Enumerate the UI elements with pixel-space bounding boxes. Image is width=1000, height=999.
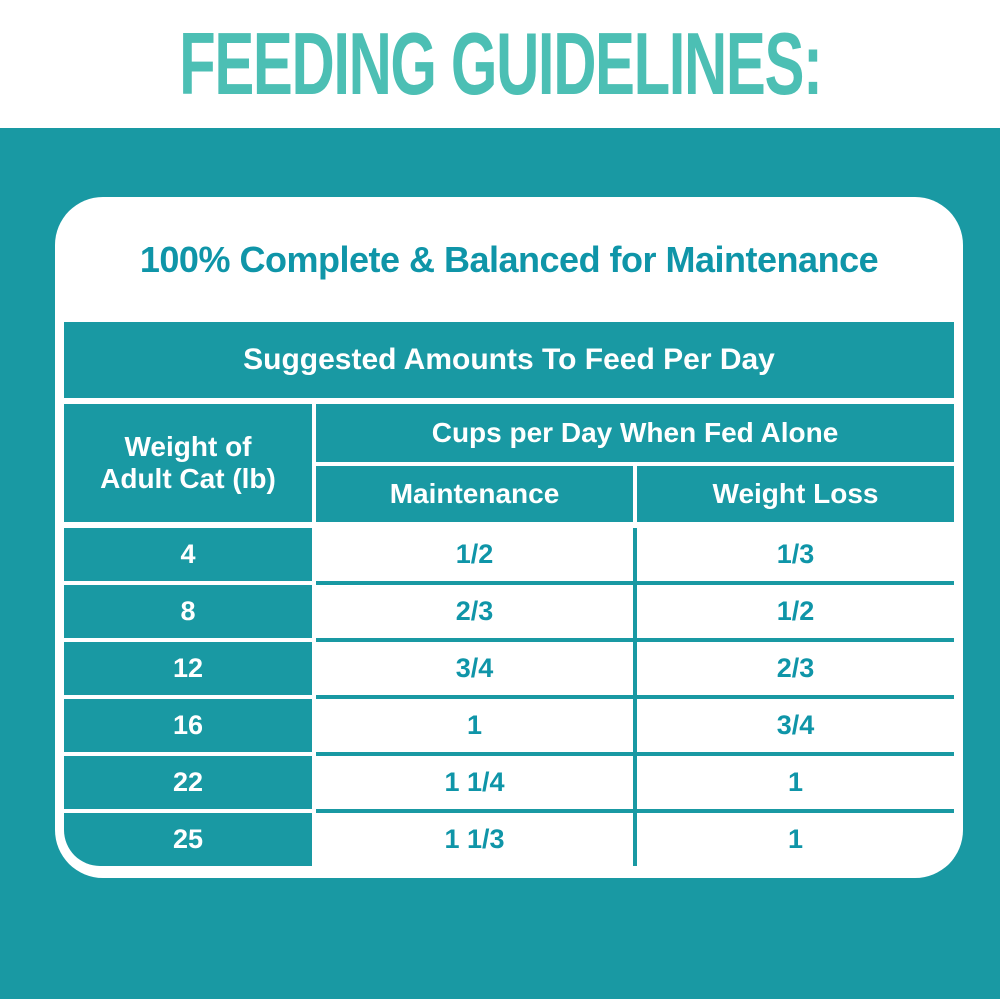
weight-cell: 12: [64, 642, 312, 695]
table-title-row: Suggested Amounts To Feed Per Day: [64, 322, 954, 398]
table-row: 22 1 1/4 1: [64, 756, 954, 809]
row-gap: [316, 462, 954, 466]
column-gap: [312, 756, 316, 809]
weight-cell: 4: [64, 528, 312, 581]
weight-cell: 25: [64, 813, 312, 866]
separator-right: [316, 809, 954, 813]
maintenance-column-header: Maintenance: [316, 466, 633, 522]
row-separator: [64, 695, 954, 699]
weight-loss-column-header: Weight Loss: [637, 466, 954, 522]
column-divider: [633, 585, 637, 638]
weight-loss-cell: 1: [637, 813, 954, 866]
maintenance-cell: 1 1/3: [316, 813, 633, 866]
separator-left: [64, 752, 316, 756]
weight-loss-cell: 1: [637, 756, 954, 809]
maintenance-cell: 1: [316, 699, 633, 752]
row-separator: [64, 752, 954, 756]
column-gap: [312, 699, 316, 752]
weight-loss-cell: 2/3: [637, 642, 954, 695]
maintenance-cell: 1 1/4: [316, 756, 633, 809]
weight-loss-cell: 1/2: [637, 585, 954, 638]
weight-cell: 8: [64, 585, 312, 638]
weight-loss-cell: 1/3: [637, 528, 954, 581]
table-row: 16 1 3/4: [64, 699, 954, 752]
column-gap: [312, 528, 316, 581]
separator-right: [316, 638, 954, 642]
header-band: FEEDING GUIDELINES:: [0, 0, 1000, 128]
weight-column-header: Weight of Adult Cat (lb): [64, 404, 312, 522]
card-subtitle: 100% Complete & Balanced for Maintenance: [139, 238, 879, 280]
separator-right: [316, 581, 954, 585]
separator-right: [316, 752, 954, 756]
separator-left: [64, 638, 316, 642]
column-divider: [633, 756, 637, 809]
separator-left: [64, 695, 316, 699]
column-gap: [312, 585, 316, 638]
table-row: 4 1/2 1/3: [64, 528, 954, 581]
table-row: 12 3/4 2/3: [64, 642, 954, 695]
feeding-table: Suggested Amounts To Feed Per Day Weight…: [64, 322, 954, 866]
weight-cell: 16: [64, 699, 312, 752]
separator-left: [64, 809, 316, 813]
table-row: 25 1 1/3 1: [64, 813, 954, 866]
cups-header-group: Cups per Day When Fed Alone Maintenance …: [316, 404, 954, 522]
column-divider: [633, 699, 637, 752]
table-header-block: Weight of Adult Cat (lb) Cups per Day Wh…: [64, 404, 954, 522]
page-title: FEEDING GUIDELINES:: [178, 14, 823, 113]
row-separator: [64, 809, 954, 813]
weight-cell: 22: [64, 756, 312, 809]
maintenance-cell: 1/2: [316, 528, 633, 581]
column-gap: [312, 813, 316, 866]
row-separator: [64, 638, 954, 642]
column-gap: [312, 642, 316, 695]
guidelines-card: 100% Complete & Balanced for Maintenance…: [55, 197, 963, 878]
page-background: 100% Complete & Balanced for Maintenance…: [0, 128, 1000, 999]
weight-loss-cell: 3/4: [637, 699, 954, 752]
column-divider: [633, 813, 637, 866]
column-divider: [633, 642, 637, 695]
separator-left: [64, 581, 316, 585]
separator-right: [316, 695, 954, 699]
maintenance-cell: 2/3: [316, 585, 633, 638]
column-gap: [633, 466, 637, 522]
table-row: 8 2/3 1/2: [64, 585, 954, 638]
row-separator: [64, 581, 954, 585]
sub-header-row: Maintenance Weight Loss: [316, 466, 954, 522]
column-divider: [633, 528, 637, 581]
maintenance-cell: 3/4: [316, 642, 633, 695]
column-gap: [312, 404, 316, 522]
cups-per-day-header: Cups per Day When Fed Alone: [316, 404, 954, 462]
